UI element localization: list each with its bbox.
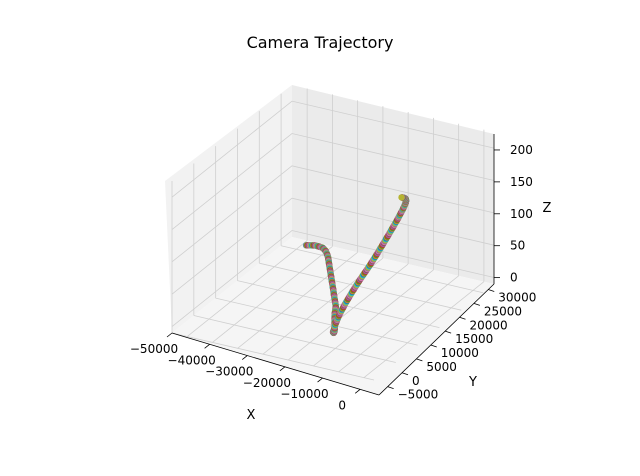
y-tick-label: −5000	[398, 388, 439, 402]
y-tick	[387, 386, 394, 390]
grid-line-z	[171, 197, 495, 295]
z-axis-label: Z	[543, 201, 552, 216]
grid-line-x	[193, 315, 396, 363]
y-tick-label: 25000	[484, 304, 522, 318]
z-tick-label: 200	[510, 143, 533, 157]
grid-line-y	[338, 275, 459, 373]
x-axis-label: X	[247, 408, 256, 423]
axis-lines	[171, 134, 495, 396]
z-tick-label: 0	[510, 271, 518, 285]
y-axis-line	[378, 283, 495, 396]
y-tick	[416, 358, 423, 362]
back-pane	[292, 85, 494, 284]
z-tick-label: 150	[510, 175, 533, 189]
grid-line-y	[363, 281, 485, 378]
trajectory-point	[398, 194, 405, 201]
grid-line-y	[313, 269, 434, 367]
grid-line-y	[237, 251, 358, 349]
grid-line-x	[259, 262, 462, 311]
y-tick-label: 5000	[426, 360, 457, 374]
y-tick-label: 15000	[455, 332, 493, 346]
grid-line-x	[171, 332, 375, 381]
y-tick-label: 30000	[498, 291, 536, 305]
y-tick-label: 20000	[470, 318, 508, 332]
x-tick	[354, 389, 361, 394]
x-tick-label: −10000	[280, 387, 328, 401]
trajectory-points	[302, 194, 410, 337]
x-axis-line	[171, 332, 380, 396]
y-axis-label: Y	[468, 375, 477, 390]
x-tick	[204, 343, 210, 349]
grid-line-y	[287, 263, 409, 361]
y-tick-label: 10000	[441, 346, 479, 360]
x-tick-label: −20000	[243, 376, 291, 390]
grid-line-x	[215, 297, 418, 346]
grid-line-y	[212, 246, 333, 343]
y-tick-label: 0	[412, 374, 420, 388]
x-tick-label: −30000	[205, 365, 253, 379]
y-tick	[473, 303, 481, 306]
x-tick-label: −40000	[168, 353, 216, 367]
chart-title: Camera Trajectory	[246, 33, 394, 52]
x-tick-label: 0	[338, 398, 346, 412]
grid-line-z	[171, 100, 495, 198]
x-tick	[317, 377, 323, 383]
left-pane	[165, 85, 292, 333]
grid-line-z	[171, 230, 495, 327]
grid-line-z	[171, 165, 495, 263]
y-tick	[488, 289, 495, 292]
x-tick-label: −50000	[130, 342, 178, 356]
y-tick	[444, 330, 452, 334]
y-tick	[430, 344, 437, 348]
z-tick-label: 100	[510, 207, 533, 221]
x-tick	[279, 366, 286, 372]
grid-line-z	[171, 133, 495, 230]
grid-line-x	[281, 245, 484, 294]
x-tick	[166, 332, 173, 338]
tick-labels: −50000−40000−30000−20000−100000−50000500…	[130, 143, 552, 423]
grid-line-y	[186, 240, 308, 337]
x-tick	[242, 355, 248, 360]
z-tick-label: 50	[510, 239, 525, 253]
tick-marks	[166, 149, 500, 394]
y-tick	[401, 372, 409, 376]
y-tick	[459, 316, 466, 320]
